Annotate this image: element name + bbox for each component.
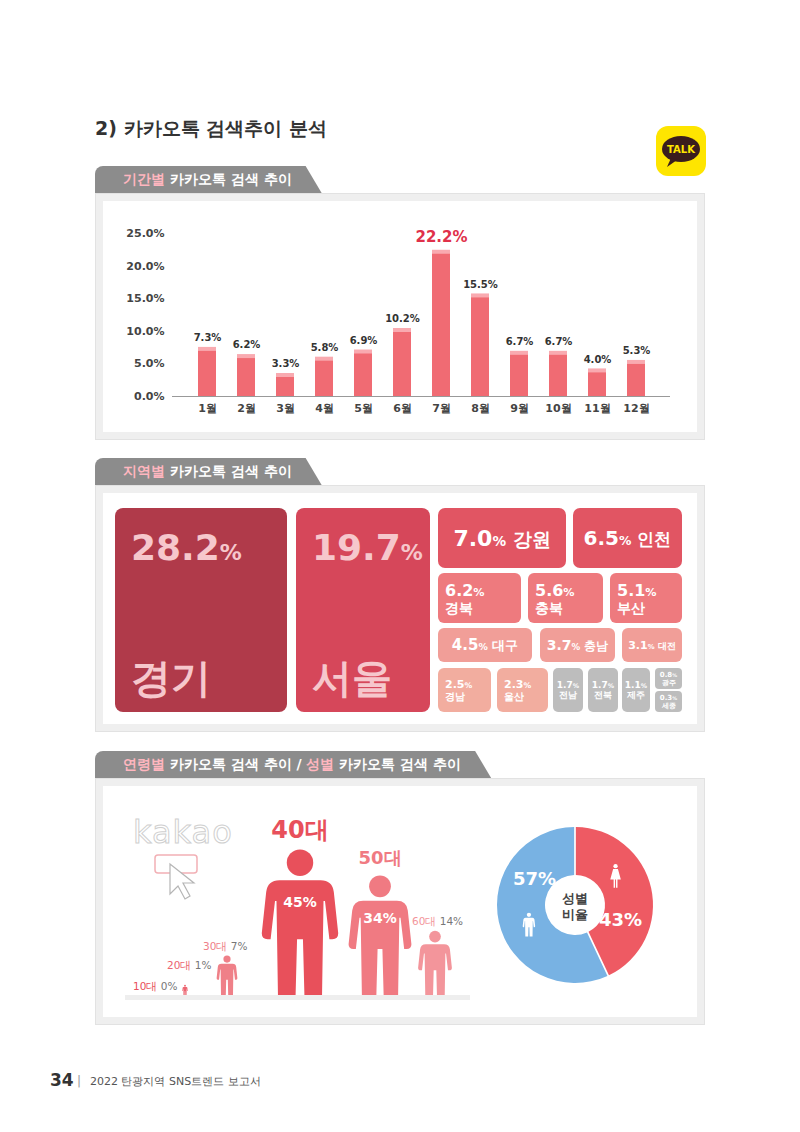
svg-text:4월: 4월 [315,402,334,415]
svg-text:12월: 12월 [623,402,649,415]
svg-text:세종: 세종 [661,702,676,710]
svg-text:3월: 3월 [276,402,295,415]
html-text:연령별카카오톡 검색 추이/성별카카오톡 검색 추이: 연령별카카오톡 검색 추이/성별카카오톡 검색 추이 [123,756,462,772]
svg-text:25.0%: 25.0% [126,227,164,240]
svg-text:비율: 비율 [562,907,588,922]
html-text:지역별카카오톡 검색 추이: 지역별카카오톡 검색 추이 [123,463,292,479]
svg-text:충북: 충북 [535,600,563,616]
html-text:2) 카카오톡 검색추이 분석: 2) 카카오톡 검색추이 분석 [95,117,327,139]
svg-text:7월: 7월 [432,402,451,415]
svg-text:5.6%: 5.6% [535,581,575,600]
svg-text:6.2%: 6.2% [445,581,485,600]
svg-text:경남: 경남 [445,691,465,702]
svg-text:9월: 9월 [510,402,529,415]
svg-text:60대 14%: 60대 14% [412,915,463,927]
svg-text:50대: 50대 [358,847,401,868]
svg-text:3.7% 충남: 3.7% 충남 [547,637,609,653]
svg-text:10.2%: 10.2% [385,313,420,324]
svg-text:30대 7%: 30대 7% [203,940,247,952]
svg-text:6.9%: 6.9% [350,335,378,346]
svg-text:2.3%: 2.3% [504,678,532,691]
svg-text:6.2%: 6.2% [233,339,261,350]
svg-text:4.0%: 4.0% [584,354,612,365]
svg-text:서울: 서울 [312,655,392,701]
svg-text:제주: 제주 [626,690,645,700]
svg-text:34%: 34% [363,910,397,926]
svg-text:19.7%: 19.7% [312,527,423,568]
svg-text:0.0%: 0.0% [134,390,165,403]
svg-text:57%: 57% [513,868,556,889]
svg-text:6월: 6월 [393,402,412,415]
svg-text:20대 1%: 20대 1% [167,959,211,971]
svg-text:전남: 전남 [559,690,577,700]
svg-text:1.7%: 1.7% [592,680,615,690]
svg-text:6.7%: 6.7% [506,336,534,347]
svg-text:5.3%: 5.3% [623,345,651,356]
svg-text:kakao: kakao [133,813,233,851]
svg-text:성별: 성별 [562,891,588,906]
svg-text:광주: 광주 [662,679,676,687]
svg-text:0.8%: 0.8% [660,671,677,679]
svg-text:5.0%: 5.0% [134,357,165,370]
svg-text:5.8%: 5.8% [311,342,339,353]
svg-text:3.1% 대전: 3.1% 대전 [628,639,676,652]
svg-text:1.1%: 1.1% [625,680,648,690]
svg-text:경북: 경북 [445,600,473,616]
svg-text:10.0%: 10.0% [126,325,164,338]
svg-text:7.3%: 7.3% [194,332,222,343]
svg-text:전북: 전북 [594,690,612,700]
svg-text:15.0%: 15.0% [126,292,164,305]
svg-text:34: 34 [50,1070,74,1090]
svg-text:10대 0%: 10대 0% [133,980,177,992]
svg-text:10월: 10월 [545,402,571,415]
svg-text:1.7%: 1.7% [557,680,580,690]
svg-text:3.3%: 3.3% [272,358,300,369]
svg-text:15.5%: 15.5% [463,279,498,290]
html-text:기간별카카오톡 검색 추이: 기간별카카오톡 검색 추이 [123,171,292,187]
svg-text:8월: 8월 [471,402,490,415]
svg-text:부산: 부산 [617,600,645,616]
svg-text:5.1%: 5.1% [617,581,657,600]
svg-text:TALK: TALK [667,144,696,155]
svg-text:6.7%: 6.7% [545,336,573,347]
svg-text:경기: 경기 [131,655,211,701]
svg-text:0.3%: 0.3% [660,694,677,702]
svg-text:7.0% 강원: 7.0% 강원 [453,526,550,551]
svg-text:1월: 1월 [198,402,217,415]
svg-text:11월: 11월 [584,402,610,415]
svg-text:울산: 울산 [504,691,524,702]
svg-text:43%: 43% [599,909,642,930]
svg-text:4.5% 대구: 4.5% 대구 [452,636,518,654]
svg-text:22.2%: 22.2% [415,228,467,246]
svg-text:|: | [77,1074,81,1088]
svg-text:20.0%: 20.0% [126,260,164,273]
svg-text:2월: 2월 [237,402,256,415]
svg-text:5월: 5월 [354,402,373,415]
svg-text:45%: 45% [283,894,317,910]
svg-text:28.2%: 28.2% [131,527,242,568]
svg-text:6.5% 인천: 6.5% 인천 [584,526,672,550]
svg-text:2.5%: 2.5% [445,678,473,691]
svg-text:40대: 40대 [271,816,328,844]
svg-text:2022 탄광지역 SNS트렌드 보고서: 2022 탄광지역 SNS트렌드 보고서 [90,1075,261,1088]
